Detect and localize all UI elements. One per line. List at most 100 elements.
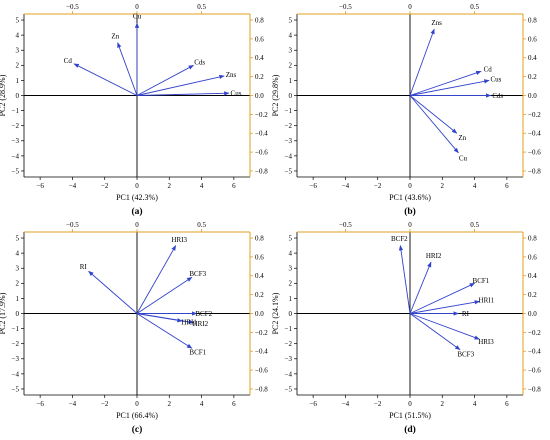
loading-vector-cu — [409, 95, 459, 154]
right-tick-label: 0.2 — [528, 73, 537, 81]
y-tick-label: 3 — [289, 265, 293, 273]
top-tick-label: 0.5 — [197, 221, 206, 229]
x-tick-label: 0 — [135, 400, 139, 408]
vector-label-cu: Cu — [459, 155, 468, 163]
top-tick-label: −0.5 — [66, 3, 79, 11]
right-tick-label: 0.0 — [255, 310, 264, 318]
loading-vector-zn — [117, 42, 138, 96]
top-tick-label: 0 — [408, 3, 412, 11]
vector-label-bcf2: BCF2 — [391, 235, 408, 243]
right-tick-label: −0.4 — [255, 130, 268, 138]
y-tick-label: −2 — [12, 122, 20, 130]
x-tick-label: 0 — [408, 400, 412, 408]
y-tick-label: 3 — [289, 47, 293, 55]
x-tick-label: 2 — [168, 182, 172, 190]
x-tick-label: 2 — [168, 400, 172, 408]
y-tick-label: −5 — [285, 385, 293, 393]
y-tick-label: −1 — [285, 107, 293, 115]
x-tick-label: −2 — [374, 182, 382, 190]
panel-a: −6 −4 −2 0 2 4 6 −5 −4 −3 −2 −1 0 1 2 3 4 5 −0.5 0 0.5 −0.8 −0… — [0, 3, 268, 217]
loading-vector-bcf3 — [136, 276, 193, 314]
y-tick-label: −3 — [285, 355, 293, 363]
vector-label-bcf3: BCF3 — [457, 350, 474, 358]
loading-vector-hri2 — [409, 261, 432, 314]
loading-vector-cds — [136, 64, 194, 96]
y-tick-label: 4 — [289, 32, 293, 40]
loading-vector-ri — [88, 270, 138, 314]
vector-label-cds: Cds — [194, 59, 205, 67]
right-tick-label: −0.2 — [528, 329, 541, 337]
x-tick-label: 6 — [505, 400, 509, 408]
x-tick-label: 4 — [473, 182, 477, 190]
right-tick-label: −0.6 — [528, 148, 541, 156]
vector-label-hri3: HRI3 — [478, 338, 494, 346]
vector-label-cus: Cus — [491, 76, 502, 84]
right-tick-label: −0.8 — [528, 385, 541, 393]
right-tick-label: −0.8 — [528, 167, 541, 175]
vector-label-ri: RI — [80, 263, 88, 271]
top-tick-label: 0.5 — [470, 3, 479, 11]
panel-b: −6 −4 −2 0 2 4 6 −5 −4 −3 −2 −1 0 1 2 3 4 5 −0.5 0 0.5 −0.8 −0… — [271, 3, 541, 217]
x-tick-label: −4 — [342, 400, 350, 408]
right-tick-label: 0.8 — [528, 234, 537, 242]
top-tick-label: −0.5 — [66, 221, 79, 229]
y-tick-label: 0 — [289, 310, 293, 318]
vector-label-hri2: HRI2 — [193, 320, 209, 328]
loading-vector-hri1 — [136, 313, 183, 323]
vector-label-zns: Zns — [226, 71, 237, 79]
y-tick-label: 5 — [289, 16, 293, 24]
y-tick-label: 0 — [16, 310, 20, 318]
right-tick-label: −0.6 — [255, 366, 268, 374]
y-tick-label: 5 — [16, 234, 20, 242]
y-tick-label: −1 — [285, 325, 293, 333]
right-tick-label: −0.2 — [528, 111, 541, 119]
right-tick-label: −0.6 — [528, 366, 541, 374]
x-tick-label: −4 — [342, 182, 350, 190]
x-tick-label: −4 — [69, 182, 77, 190]
x-tick-label: 0 — [135, 182, 139, 190]
loading-vector-bcf3 — [409, 313, 461, 351]
loading-vector-zns — [409, 28, 435, 96]
y-tick-label: 4 — [16, 250, 20, 258]
right-tick-label: 0.2 — [255, 291, 264, 299]
panel-label: (d) — [404, 424, 416, 435]
y-tick-label: −5 — [285, 167, 293, 175]
right-tick-label: 0.6 — [255, 35, 264, 43]
x-tick-label: −6 — [309, 182, 317, 190]
y-tick-label: 1 — [16, 77, 20, 85]
y-tick-label: 2 — [16, 62, 20, 70]
y-tick-label: 3 — [16, 265, 20, 273]
loading-vector-zn — [409, 95, 458, 134]
vector-label-ri: RI — [462, 310, 470, 318]
y-tick-label: −4 — [12, 152, 20, 160]
x-tick-label: −6 — [36, 182, 44, 190]
y-tick-label: 4 — [16, 32, 20, 40]
y-tick-label: 5 — [289, 234, 293, 242]
loading-vector-cus — [409, 79, 490, 96]
y-axis-label: PC2 (17.9%) — [0, 292, 7, 334]
vector-label-hri3: HRI3 — [171, 236, 187, 244]
top-tick-label: 0 — [135, 221, 139, 229]
vector-label-bcf3: BCF3 — [189, 270, 206, 278]
x-tick-label: 4 — [473, 400, 477, 408]
vector-label-zn: Zn — [458, 134, 466, 142]
loading-vector-bcf2 — [398, 245, 411, 314]
right-tick-label: −0.4 — [528, 130, 541, 138]
y-tick-label: −1 — [12, 107, 20, 115]
loading-vector-hri3 — [409, 313, 480, 340]
vector-label-cd: Cd — [64, 57, 73, 65]
vector-label-hri1: HRI1 — [479, 297, 495, 305]
y-tick-label: −3 — [12, 355, 20, 363]
x-tick-label: 2 — [441, 400, 445, 408]
right-tick-label: −0.2 — [255, 329, 268, 337]
right-tick-label: −0.6 — [255, 148, 268, 156]
top-tick-label: 0.5 — [197, 3, 206, 11]
y-tick-label: 1 — [16, 295, 20, 303]
loading-vector-bcf1 — [409, 282, 476, 314]
right-tick-label: −0.2 — [255, 111, 268, 119]
x-tick-label: −4 — [69, 400, 77, 408]
loading-vector-hri3 — [136, 245, 177, 314]
y-tick-label: 3 — [16, 47, 20, 55]
top-tick-label: 0.5 — [470, 221, 479, 229]
x-axis-label: PC1 (42.3%) — [116, 193, 158, 202]
